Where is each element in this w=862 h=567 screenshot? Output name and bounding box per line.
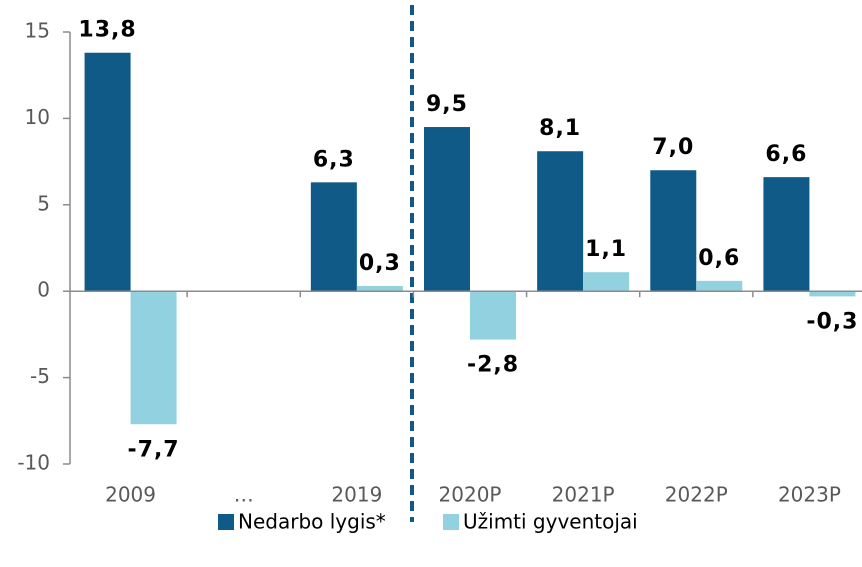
bar xyxy=(763,177,810,292)
y-tick-label: 5 xyxy=(37,191,50,215)
value-label: 6,6 xyxy=(765,142,807,167)
y-tick-label: 10 xyxy=(25,105,50,129)
bar xyxy=(583,272,630,292)
y-tick-label: -10 xyxy=(17,451,50,475)
value-label: -7,7 xyxy=(128,437,180,462)
bar xyxy=(356,286,403,292)
y-tick-label: 0 xyxy=(37,278,50,302)
value-label: 9,5 xyxy=(426,92,468,117)
legend-swatch xyxy=(443,514,459,530)
value-label: -2,8 xyxy=(467,353,519,378)
bar xyxy=(650,170,697,292)
y-tick-label: -5 xyxy=(30,364,50,388)
value-label: 13,8 xyxy=(78,18,136,43)
bar xyxy=(84,52,131,292)
value-label: 1,1 xyxy=(585,237,627,262)
value-label: 0,6 xyxy=(698,246,740,271)
x-tick-label: 2021P xyxy=(552,483,615,507)
bar xyxy=(696,280,743,292)
bar xyxy=(130,291,177,425)
bar xyxy=(809,291,856,297)
bar xyxy=(424,127,470,292)
legend-label: Nedarbo lygis* xyxy=(238,510,386,534)
y-tick-label: 15 xyxy=(25,19,50,43)
value-label: 0,3 xyxy=(359,251,401,276)
x-tick-label: 2009 xyxy=(105,483,156,507)
x-tick-label: 2020P xyxy=(439,483,502,507)
x-tick-label: 2019 xyxy=(331,483,382,507)
legend-swatch xyxy=(218,514,234,530)
value-label: 7,0 xyxy=(652,135,694,160)
bar xyxy=(310,182,357,292)
bar xyxy=(470,291,516,340)
bar xyxy=(537,151,584,292)
x-tick-label: 2022P xyxy=(665,483,728,507)
legend-label: Užimti gyventojai xyxy=(463,510,638,534)
value-label: -0,3 xyxy=(806,309,858,334)
x-tick-label: … xyxy=(234,483,254,507)
value-label: 8,1 xyxy=(539,116,581,141)
x-tick-label: 2023P xyxy=(778,483,841,507)
value-label: 6,3 xyxy=(313,147,355,172)
